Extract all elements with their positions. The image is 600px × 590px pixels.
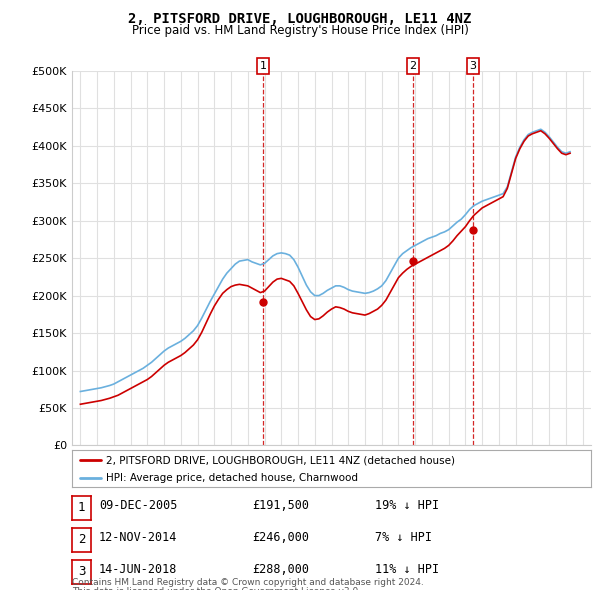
Text: 11% ↓ HPI: 11% ↓ HPI — [375, 563, 439, 576]
Text: £288,000: £288,000 — [252, 563, 309, 576]
Text: 2: 2 — [409, 61, 416, 71]
Text: 7% ↓ HPI: 7% ↓ HPI — [375, 531, 432, 544]
Text: 2: 2 — [78, 533, 85, 546]
Text: 09-DEC-2005: 09-DEC-2005 — [99, 499, 178, 512]
Text: 1: 1 — [260, 61, 266, 71]
Text: 2, PITSFORD DRIVE, LOUGHBOROUGH, LE11 4NZ (detached house): 2, PITSFORD DRIVE, LOUGHBOROUGH, LE11 4N… — [106, 455, 455, 465]
Text: This data is licensed under the Open Government Licence v3.0.: This data is licensed under the Open Gov… — [72, 587, 361, 590]
Text: HPI: Average price, detached house, Charnwood: HPI: Average price, detached house, Char… — [106, 473, 358, 483]
Text: 14-JUN-2018: 14-JUN-2018 — [99, 563, 178, 576]
Text: £246,000: £246,000 — [252, 531, 309, 544]
Text: £191,500: £191,500 — [252, 499, 309, 512]
Text: 19% ↓ HPI: 19% ↓ HPI — [375, 499, 439, 512]
Text: 2, PITSFORD DRIVE, LOUGHBOROUGH, LE11 4NZ: 2, PITSFORD DRIVE, LOUGHBOROUGH, LE11 4N… — [128, 12, 472, 26]
Text: Contains HM Land Registry data © Crown copyright and database right 2024.: Contains HM Land Registry data © Crown c… — [72, 578, 424, 587]
Text: 3: 3 — [469, 61, 476, 71]
Text: 1: 1 — [78, 502, 85, 514]
Text: 12-NOV-2014: 12-NOV-2014 — [99, 531, 178, 544]
Text: 3: 3 — [78, 565, 85, 578]
Text: Price paid vs. HM Land Registry's House Price Index (HPI): Price paid vs. HM Land Registry's House … — [131, 24, 469, 37]
